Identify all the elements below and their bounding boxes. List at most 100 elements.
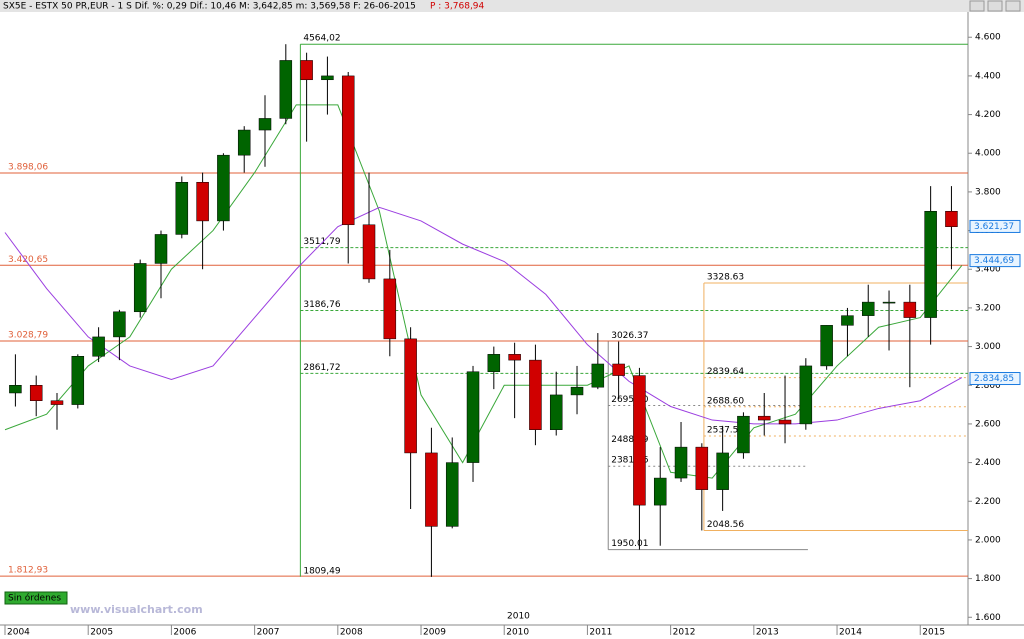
candle-body: [633, 375, 646, 506]
candle-body: [362, 224, 376, 280]
y-tick-label: 4.400: [975, 71, 1001, 81]
candle-body: [695, 446, 709, 490]
candle-body: [674, 446, 688, 479]
level-label: 1.812,93: [8, 566, 48, 576]
price-tag-label: 2.834,85: [974, 374, 1014, 384]
x-tick-label: 2014: [839, 628, 862, 638]
header-text: SX5E - ESTX 50 PR,EUR - 1 S Dif. %: 0,29…: [3, 2, 416, 12]
candle-body: [154, 234, 168, 264]
x-tick-label: 2007: [257, 628, 280, 638]
candle-body: [217, 154, 230, 222]
y-tick-label: 2.400: [975, 458, 1001, 468]
candle-body: [570, 386, 584, 396]
y-tick-label: 2.200: [975, 497, 1001, 507]
level-label: 3328.63: [707, 273, 744, 283]
maximize-button[interactable]: [987, 0, 1003, 12]
candle-body: [113, 311, 126, 338]
level-label: 3.420,65: [8, 255, 48, 265]
candle-body: [50, 400, 64, 405]
x-tick-label: 2012: [673, 628, 696, 638]
header-price: P : 3,768,94: [430, 2, 485, 12]
level-label: 4564,02: [303, 34, 340, 44]
level-label: 2381.16: [611, 456, 648, 466]
header-bar: [0, 0, 1024, 12]
level-label: 3186,76: [303, 300, 340, 310]
candle-body: [321, 75, 334, 81]
candle-body: [861, 301, 875, 316]
level-label: 2695.20: [611, 395, 648, 405]
candle-body: [92, 336, 105, 357]
price-tag-label: 3.621,37: [974, 222, 1014, 232]
candle-body: [716, 452, 729, 490]
candle-body: [133, 263, 147, 313]
candle-body: [9, 385, 22, 394]
x-tick-label: 2008: [340, 628, 363, 638]
candle-body: [549, 394, 563, 430]
candle-body: [757, 415, 771, 421]
y-tick-label: 2.000: [975, 535, 1001, 545]
candle-body: [903, 301, 917, 318]
candle-body: [799, 365, 813, 425]
y-tick-label: 4.000: [975, 149, 1001, 159]
candle-body: [237, 129, 251, 156]
level-label: 2537.55: [707, 425, 744, 435]
x-tick-label: 2006: [173, 628, 196, 638]
price-tag-label: 3.444,69: [974, 256, 1014, 266]
x-tick-label: 2011: [589, 628, 612, 638]
moving-average: [4, 206, 963, 425]
candle-body: [653, 477, 667, 506]
candle-body: [279, 60, 293, 119]
candle-body: [383, 278, 397, 340]
candle-body: [529, 359, 542, 430]
price-tag: [969, 372, 1021, 386]
level-label: 2839.64: [707, 367, 744, 377]
y-tick-label: 3.400: [975, 265, 1001, 275]
candle-body: [778, 419, 792, 425]
candle-body: [71, 356, 85, 405]
price-tag: [969, 219, 1021, 233]
candle-body: [612, 363, 625, 376]
level-label: 2048.56: [707, 520, 744, 530]
y-tick-label: 3.800: [975, 187, 1001, 197]
price-tag: [969, 254, 1021, 268]
level-label: 2861,72: [303, 363, 340, 373]
x-tick-label: 2009: [423, 628, 446, 638]
candle-body: [300, 60, 313, 81]
candle-body: [820, 325, 833, 367]
watermark: www.visualchart.com: [70, 603, 203, 616]
y-tick-label: 1.800: [975, 574, 1001, 584]
candle-body: [175, 181, 189, 235]
era-label: 2010: [507, 612, 530, 622]
candle-body: [945, 210, 958, 227]
level-label: 3.028,79: [8, 331, 48, 341]
candle-body: [508, 354, 521, 361]
y-tick-label: 4.200: [975, 110, 1001, 120]
candle-body: [404, 338, 417, 454]
y-tick-label: 2.800: [975, 381, 1001, 391]
status-box: [4, 591, 68, 605]
candle-body: [258, 118, 272, 131]
x-tick-label: 2013: [756, 628, 779, 638]
y-tick-label: 4.600: [975, 33, 1001, 43]
level-label: 2688.60: [707, 396, 744, 406]
level-label: 1950.01: [611, 539, 648, 549]
candle-body: [591, 363, 605, 388]
candle-body: [487, 354, 501, 372]
level-label: 3.898,06: [8, 162, 48, 172]
candle-body: [737, 415, 750, 454]
candle-body: [341, 75, 355, 226]
x-tick-label: 2005: [90, 628, 113, 638]
level-label: 1809,49: [303, 566, 340, 576]
candle-body: [924, 210, 937, 318]
candle-body: [445, 462, 459, 527]
candle-body: [425, 452, 438, 527]
level-label: 3026.37: [611, 331, 648, 341]
minimize-button[interactable]: [969, 0, 985, 12]
y-tick-label: 2.600: [975, 419, 1001, 429]
candle-body: [196, 181, 209, 222]
candle-body: [882, 301, 896, 304]
y-tick-label: 3.000: [975, 342, 1001, 352]
x-tick-label: 2015: [922, 628, 945, 638]
close-button[interactable]: [1005, 0, 1021, 12]
